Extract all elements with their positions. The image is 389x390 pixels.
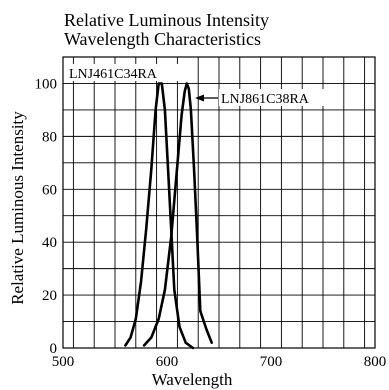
series-lines xyxy=(124,82,213,350)
x-tick-label: 500 xyxy=(52,354,75,370)
series-label-bg-lnj461 xyxy=(67,64,180,81)
y-tick-label: 80 xyxy=(42,129,57,145)
series-label-lnj461: LNJ461C34RA xyxy=(69,67,158,82)
y-tick-label: 20 xyxy=(42,288,57,304)
x-axis-label: Wavelength xyxy=(152,370,233,389)
series-label-arrow-icon xyxy=(195,94,204,102)
chart-title: Relative Luminous Intensity xyxy=(64,10,269,30)
series-line-1 xyxy=(142,82,213,347)
x-tick-label: 600 xyxy=(156,354,179,370)
chart-subtitle: Wavelength Characteristics xyxy=(64,29,261,49)
y-tick-label: 60 xyxy=(42,182,57,198)
series-label-bg-lnj861 xyxy=(219,89,335,106)
series-label-lnj861: LNJ861C38RA xyxy=(221,92,310,107)
y-tick-label: 100 xyxy=(35,76,58,92)
x-tick-label: 700 xyxy=(260,354,283,370)
x-tick-label: 800 xyxy=(364,354,387,370)
y-tick-label: 0 xyxy=(50,341,58,357)
y-axis-label: Relative Luminous Intensity xyxy=(8,111,27,305)
series-line-0 xyxy=(124,82,195,350)
y-tick-label: 40 xyxy=(42,235,57,251)
plot-frame xyxy=(62,56,376,349)
axis-ticks: 500 600 700 800 0 20 40 60 80 100 xyxy=(35,76,387,370)
